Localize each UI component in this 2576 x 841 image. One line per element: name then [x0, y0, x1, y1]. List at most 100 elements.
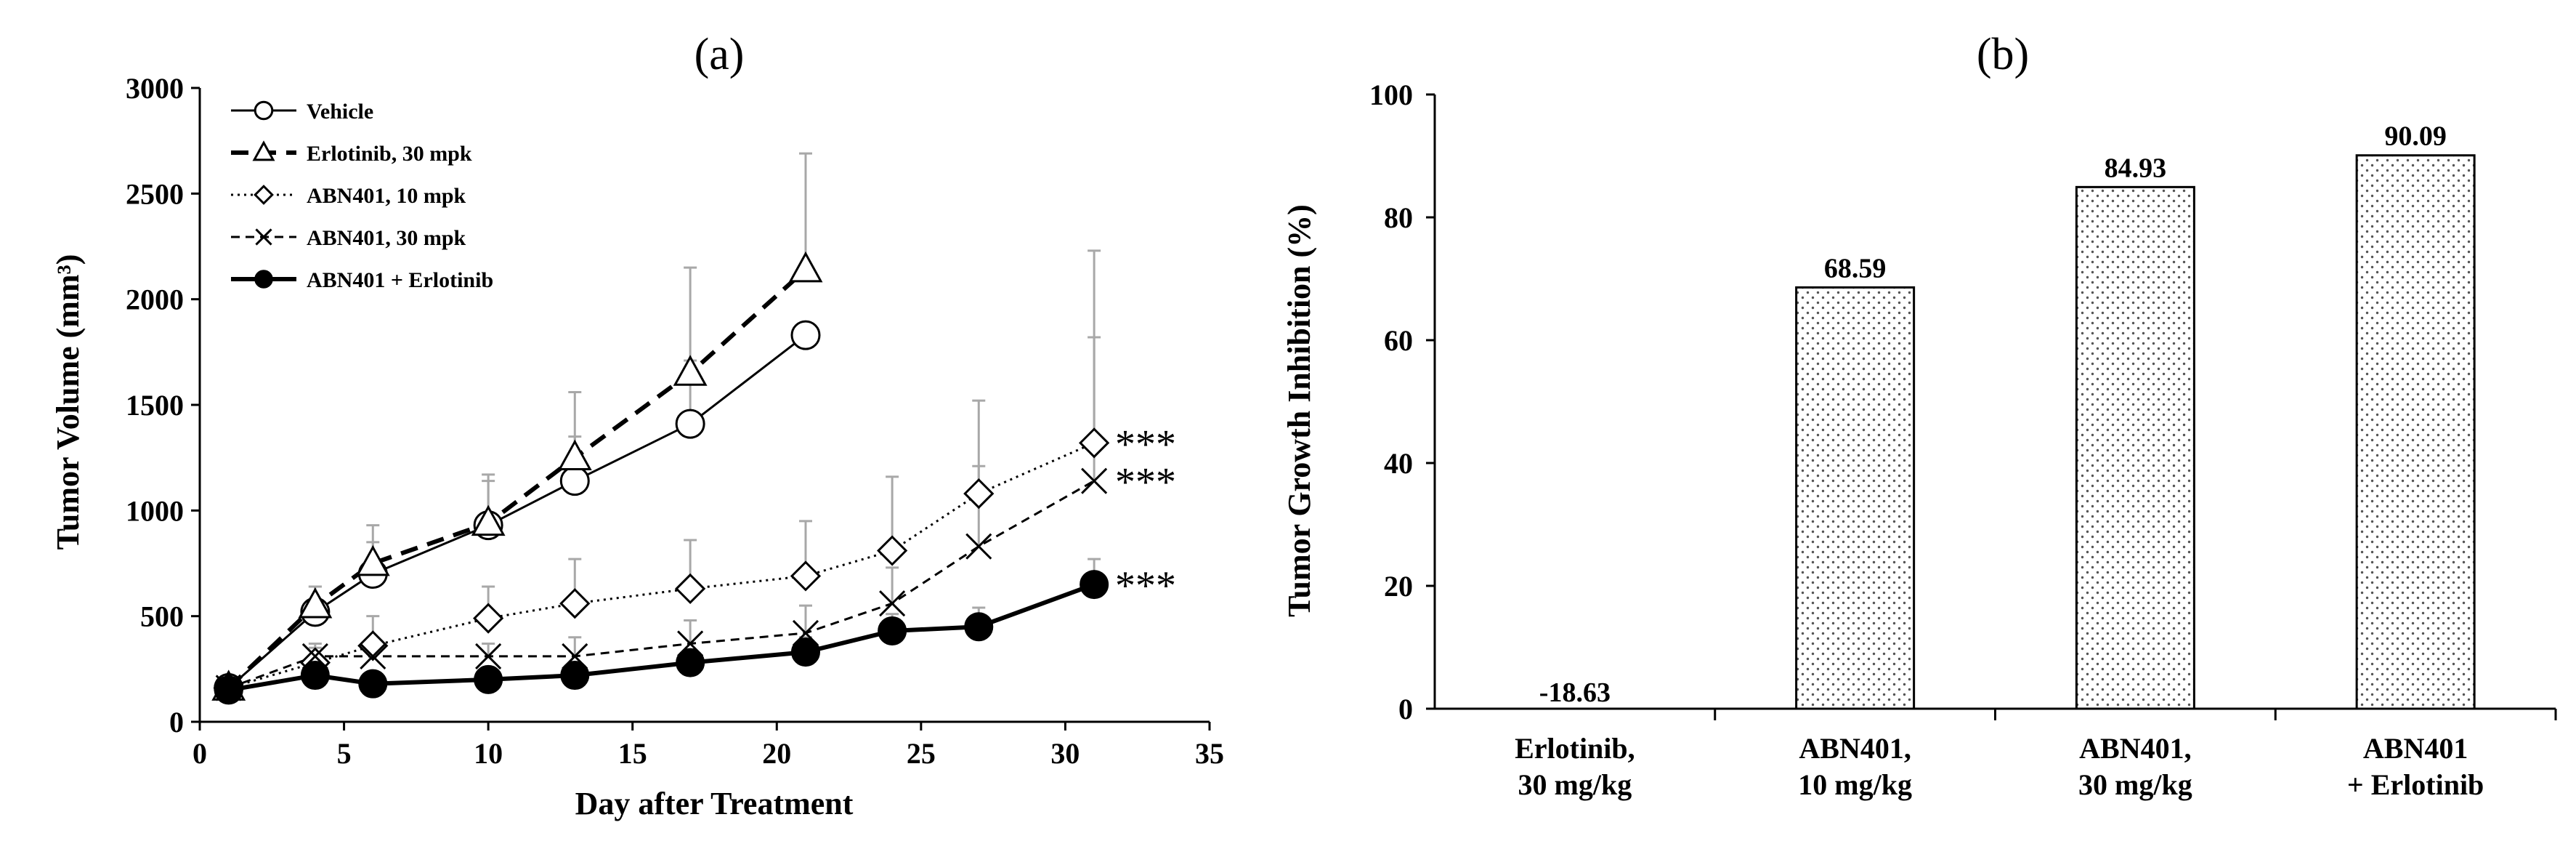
marker-vehicle: [790, 320, 821, 350]
legend-marker-abn401-30-mpk: [255, 228, 272, 246]
marker-abn401-erlotinib: [474, 664, 503, 694]
series-line-abn401-10-mpk: [228, 441, 1095, 689]
line-chart-panel-a: (a) 0 500 1000 1500 2000 2500 3000 0 5 10 15 20 25 30…: [50, 30, 1224, 821]
panel-a-x-axis-title: Day after Treatment: [575, 786, 854, 821]
series-line-abn401-30-mpk: [228, 480, 1095, 689]
marker-erlotinib-30-mpk: [298, 587, 333, 619]
series-line-vehicle: [227, 334, 806, 689]
category-label-abn401-erlotinib: ABN401: [2363, 732, 2468, 765]
marker-abn401-10-mpk: [963, 478, 995, 510]
data-label-abn401-10-mg-kg: 68.59: [1824, 253, 1887, 283]
panel-b-tick-labels: 0 20 40 60 80 100: [1369, 79, 1413, 725]
panel-b-y-tick-label: 0: [1398, 693, 1413, 725]
category-label-abn401-erlotinib: + Erlotinib: [2347, 768, 2484, 801]
marker-abn401-10-mpk: [1079, 427, 1110, 459]
panel-a-significance: *********: [1115, 422, 1176, 608]
legend-label-abn401-erlotinib: ABN401 + Erlotinib: [307, 268, 493, 292]
legend-label-vehicle: Vehicle: [307, 100, 373, 124]
marker-abn401-erlotinib: [560, 661, 590, 691]
panel-a-y-tick-label: 2000: [126, 283, 184, 316]
marker-abn401-erlotinib: [791, 637, 820, 667]
panel-a-y-tick-label: 2500: [126, 177, 184, 210]
marker-abn401-30-mpk: [360, 643, 386, 669]
panel-a-tick-labels: 0 500 1000 1500 2000 2500 3000 0 5 10 15 20 25 30 35: [126, 72, 1224, 770]
marker-abn401-30-mpk: [475, 643, 502, 669]
marker-abn401-10-mpk: [357, 630, 389, 661]
panel-b-y-tick-label: 40: [1384, 447, 1413, 480]
category-label-abn401-30-mg-kg: ABN401,: [2079, 732, 2191, 765]
marker-abn401-erlotinib: [358, 669, 388, 699]
significance-abn401-erlotinib: ***: [1115, 563, 1176, 608]
bar-abn401-erlotinib: [2355, 154, 2476, 710]
marker-erlotinib-30-mpk: [557, 439, 592, 471]
bar-chart-panel-b: (b) 0 20 40 60 80 100 -18.63 68.59 84.93 90.09 E…: [1281, 30, 2557, 801]
legend-marker-vehicle: [254, 100, 274, 121]
marker-abn401-erlotinib: [1080, 570, 1109, 600]
panel-a-y-axis-title: Tumor Volume (mm³): [50, 254, 86, 550]
category-label-abn401-10-mg-kg: 10 mg/kg: [1798, 768, 1912, 801]
marker-abn401-30-mpk: [1081, 467, 1108, 494]
panel-b-data-labels: -18.63 68.59 84.93 90.09: [1539, 121, 2447, 708]
panel-b-bars: [1795, 154, 2476, 710]
marker-erlotinib-30-mpk: [673, 355, 708, 386]
panel-b-label: (b): [1977, 30, 2029, 79]
panel-b-y-tick-label: 20: [1384, 570, 1413, 603]
marker-erlotinib-30-mpk: [788, 251, 823, 283]
marker-abn401-erlotinib: [214, 675, 243, 705]
panel-a-y-tick-label: 0: [169, 706, 184, 739]
legend-marker-abn401-erlotinib: [254, 270, 273, 289]
marker-erlotinib-30-mpk: [355, 544, 390, 576]
legend-marker-abn401-10-mpk: [254, 185, 274, 205]
category-label-abn401-30-mg-kg: 30 mg/kg: [2078, 768, 2192, 801]
bar-abn401-30-mg-kg: [2075, 185, 2195, 710]
panel-a-x-tick-label: 20: [762, 737, 791, 770]
panel-b-y-tick-label: 100: [1369, 79, 1413, 111]
panel-a-x-tick-label: 35: [1195, 737, 1224, 770]
marker-abn401-10-mpk: [877, 535, 908, 566]
data-label-abn401-30-mg-kg: 84.93: [2105, 153, 2167, 183]
panel-b-y-axis-title: Tumor Growth Inhibition (%): [1281, 204, 1317, 617]
marker-vehicle: [675, 409, 705, 439]
category-label-abn401-10-mg-kg: ABN401,: [1799, 732, 1911, 765]
panel-a-x-tick-label: 30: [1050, 737, 1080, 770]
panel-a-legend: Vehicle Erlotinib, 30 mpk ABN401, 10 mpk AB…: [231, 100, 493, 292]
category-label-erlotinib-30-mg-kg: Erlotinib,: [1515, 732, 1635, 765]
series-line-abn401-erlotinib: [228, 582, 1095, 693]
marker-abn401-30-mpk: [879, 590, 906, 617]
panel-a-y-tick-label: 3000: [126, 72, 184, 105]
marker-abn401-10-mpk: [675, 573, 706, 605]
marker-abn401-erlotinib: [964, 612, 994, 642]
panel-a-y-tick-label: 500: [140, 600, 184, 633]
category-label-erlotinib-30-mg-kg: 30 mg/kg: [1518, 768, 1632, 801]
panel-a-label: (a): [694, 30, 745, 79]
panel-b-y-tick-label: 80: [1384, 201, 1413, 234]
panel-a-y-tick-label: 1500: [126, 389, 184, 422]
significance-abn401-10-mpk: ***: [1115, 422, 1176, 467]
data-label-erlotinib-30-mg-kg: -18.63: [1539, 677, 1611, 708]
bar-abn401-10-mg-kg: [1795, 286, 1916, 710]
panel-a-x-tick-label: 25: [907, 737, 936, 770]
marker-vehicle: [559, 466, 590, 496]
legend-label-abn401-30-mpk: ABN401, 30 mpk: [307, 226, 466, 250]
marker-abn401-30-mpk: [965, 533, 992, 560]
marker-abn401-erlotinib: [676, 648, 705, 677]
marker-abn401-10-mpk: [559, 588, 591, 619]
panel-a-x-tick-label: 0: [193, 737, 207, 770]
marker-abn401-10-mpk: [473, 603, 504, 634]
marker-erlotinib-30-mpk: [471, 504, 506, 536]
marker-abn401-10-mpk: [790, 560, 822, 592]
data-label-abn401-erlotinib: 90.09: [2384, 121, 2447, 152]
panel-a-y-tick-label: 1000: [126, 494, 184, 527]
panel-b-y-tick-label: 60: [1384, 324, 1413, 357]
legend-marker-erlotinib-30-mpk: [252, 140, 275, 161]
panel-a-x-tick-label: 10: [474, 737, 503, 770]
legend-label-erlotinib-30-mpk: Erlotinib, 30 mpk: [307, 142, 472, 166]
panel-a-markers: [211, 251, 1110, 705]
panel-a-axes: [191, 86, 1211, 731]
panel-a-x-tick-label: 15: [618, 737, 647, 770]
marker-abn401-erlotinib: [300, 661, 330, 691]
marker-abn401-erlotinib: [878, 616, 907, 646]
significance-abn401-30-mpk: ***: [1115, 460, 1176, 505]
